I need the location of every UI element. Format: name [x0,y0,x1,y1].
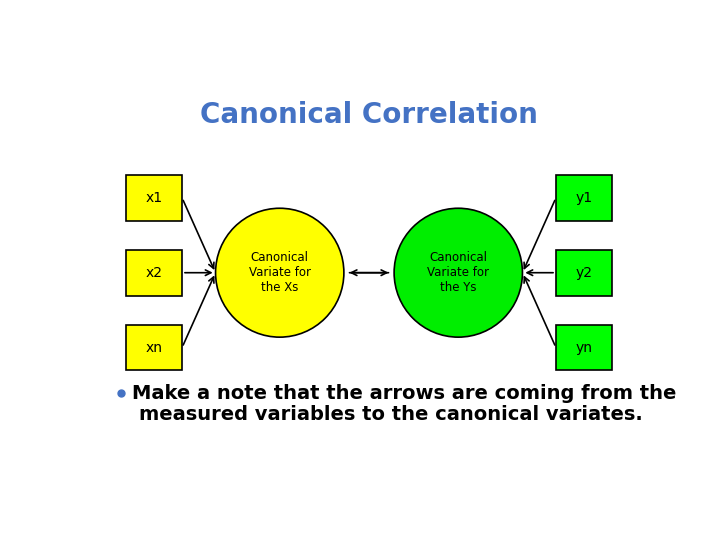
Text: yn: yn [575,341,593,355]
Text: x1: x1 [145,191,163,205]
FancyBboxPatch shape [126,175,182,221]
FancyBboxPatch shape [556,325,612,370]
FancyBboxPatch shape [126,250,182,295]
Text: Make a note that the arrows are coming from the: Make a note that the arrows are coming f… [132,384,676,403]
FancyBboxPatch shape [556,175,612,221]
Text: Canonical
Variate for
the Xs: Canonical Variate for the Xs [248,251,311,294]
Ellipse shape [215,208,344,337]
FancyBboxPatch shape [126,325,182,370]
Text: measured variables to the canonical variates.: measured variables to the canonical vari… [139,404,643,423]
Text: y1: y1 [575,191,593,205]
Text: Canonical
Variate for
the Ys: Canonical Variate for the Ys [427,251,490,294]
Text: y2: y2 [575,266,593,280]
Text: Canonical Correlation: Canonical Correlation [200,100,538,129]
Ellipse shape [394,208,523,337]
Text: xn: xn [145,341,163,355]
FancyBboxPatch shape [556,250,612,295]
Text: x2: x2 [145,266,163,280]
